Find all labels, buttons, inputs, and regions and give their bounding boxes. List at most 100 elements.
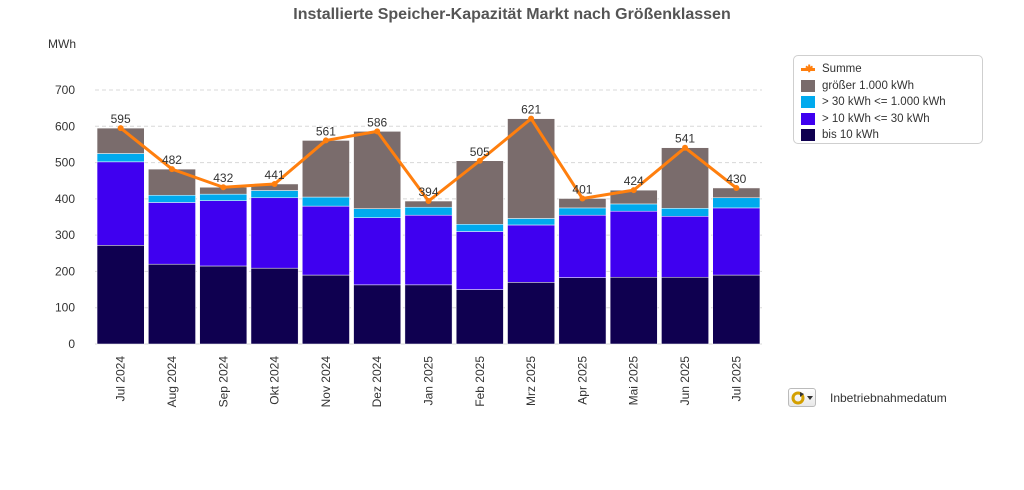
y-axis-label: MWh	[48, 37, 76, 51]
sum-value-label: 586	[367, 115, 387, 129]
bar-segment[interactable]	[199, 193, 248, 201]
bar-segment[interactable]	[353, 217, 402, 286]
x-tick-label: Aug 2024	[165, 356, 179, 408]
bar-segment[interactable]	[148, 263, 196, 345]
bar-segment[interactable]	[661, 216, 709, 278]
dimension-switch-button[interactable]	[788, 388, 816, 407]
sum-value-label: 482	[162, 153, 182, 167]
sum-value-label: 424	[624, 174, 644, 188]
bar-segment[interactable]	[96, 153, 145, 163]
bar-segment[interactable]	[558, 277, 607, 345]
x-tick-label: Jun 2025	[678, 356, 692, 406]
legend-item[interactable]: > 30 kWh <= 1.000 kWh	[801, 94, 982, 111]
bar-segment[interactable]	[455, 160, 504, 225]
x-tick-label: Nov 2024	[319, 356, 333, 408]
bar-segment[interactable]	[302, 196, 350, 207]
sum-value-label: 394	[418, 185, 438, 199]
bar-segment[interactable]	[302, 274, 350, 345]
bar-segment[interactable]	[148, 168, 196, 196]
bar-segment[interactable]	[404, 214, 453, 286]
legend-label: > 10 kWh <= 30 kWh	[822, 112, 930, 125]
x-tick-label: Mrz 2025	[524, 356, 538, 406]
bar-segment[interactable]	[199, 265, 248, 345]
sum-value-label: 441	[265, 168, 285, 182]
bar-segment[interactable]	[455, 231, 504, 290]
bar-segment[interactable]	[609, 203, 658, 212]
bar-segment[interactable]	[250, 267, 299, 345]
bar-segment[interactable]	[712, 274, 761, 345]
legend-item[interactable]: bis 10 kWh	[801, 127, 982, 144]
bar-segment[interactable]	[661, 147, 709, 209]
bar-segment[interactable]	[250, 190, 299, 199]
sum-value-label: 621	[521, 103, 541, 117]
sum-point[interactable]	[682, 144, 689, 151]
sum-point[interactable]	[630, 187, 637, 194]
legend-item[interactable]: > 10 kWh <= 30 kWh	[801, 111, 982, 128]
x-tick-label: Mai 2025	[627, 356, 641, 406]
bar-segment[interactable]	[302, 205, 350, 276]
bar-segment[interactable]	[609, 210, 658, 278]
bar-segment[interactable]	[148, 202, 196, 265]
sum-point[interactable]	[579, 195, 586, 202]
x-tick-label: Dez 2024	[370, 356, 384, 408]
sum-value-label: 561	[316, 124, 336, 138]
bar-segment[interactable]	[455, 289, 504, 345]
legend-label: größer 1.000 kWh	[822, 79, 915, 92]
legend-line-swatch: ✱	[801, 63, 815, 75]
bar-segment[interactable]	[609, 276, 658, 345]
legend-color-swatch	[801, 96, 815, 109]
bar-segment[interactable]	[558, 214, 607, 278]
legend-color-swatch	[801, 79, 815, 92]
sum-point[interactable]	[168, 166, 175, 173]
chart-title: Installierte Speicher-Kapazität Markt na…	[293, 6, 731, 23]
bar-segment[interactable]	[199, 200, 248, 267]
bar-segment[interactable]	[712, 207, 761, 276]
legend-color-swatch	[801, 112, 815, 125]
sum-value-label: 541	[675, 132, 695, 146]
sum-point[interactable]	[476, 157, 483, 164]
bar-segment[interactable]	[661, 276, 709, 345]
bar-segment[interactable]	[507, 282, 555, 345]
bar-segment[interactable]	[507, 224, 555, 283]
y-tick-label: 200	[55, 264, 75, 278]
refresh-dropdown-icon	[791, 391, 813, 405]
bar-segment[interactable]	[353, 131, 402, 209]
sum-point[interactable]	[374, 128, 381, 135]
sum-labels: 595 482 432 441 561 586 394 505 621 401 424 541 430	[111, 103, 747, 199]
y-tick-label: 0	[68, 337, 75, 351]
bar-segment[interactable]	[148, 194, 196, 203]
sum-point[interactable]	[271, 180, 278, 187]
bar-segment[interactable]	[455, 224, 504, 232]
sum-line	[117, 115, 740, 205]
legend-item[interactable]: ✱ Summe	[801, 61, 982, 78]
sum-point[interactable]	[220, 184, 227, 191]
legend-item[interactable]: größer 1.000 kWh	[801, 78, 982, 95]
x-tick-label: Okt 2024	[268, 356, 282, 405]
sum-point[interactable]	[528, 115, 535, 122]
bar-segment[interactable]	[250, 197, 299, 269]
bar-segment[interactable]	[404, 206, 453, 216]
bar-segment[interactable]	[353, 284, 402, 345]
dimension-control: Inbetriebnahmedatum	[788, 388, 947, 407]
x-tick-label: Sep 2024	[216, 356, 230, 408]
bar-segment[interactable]	[96, 245, 145, 345]
bar-segment[interactable]	[712, 197, 761, 209]
bar-segment[interactable]	[353, 208, 402, 218]
bar-segment[interactable]	[302, 140, 350, 198]
sum-point[interactable]	[733, 184, 740, 191]
bar-segment[interactable]	[661, 208, 709, 217]
legend: ✱ Summe größer 1.000 kWh > 30 kWh <= 1.000 …	[793, 55, 983, 144]
x-tick-label: Apr 2025	[575, 356, 589, 405]
bar-segment[interactable]	[558, 207, 607, 216]
sum-value-label: 595	[111, 112, 131, 126]
sum-point[interactable]	[425, 198, 432, 205]
x-tick-label: Jul 2024	[114, 356, 128, 402]
bar-segment[interactable]	[507, 218, 555, 226]
x-axis: Jul 2024 Aug 2024 Sep 2024 Okt 2024 Nov 2024…	[114, 356, 744, 408]
y-tick-label: 500	[55, 156, 75, 170]
bar-segment[interactable]	[96, 161, 145, 246]
sum-point[interactable]	[117, 125, 124, 132]
bar-segment[interactable]	[404, 284, 453, 345]
sum-point[interactable]	[322, 137, 329, 144]
y-tick-label: 400	[55, 192, 75, 206]
